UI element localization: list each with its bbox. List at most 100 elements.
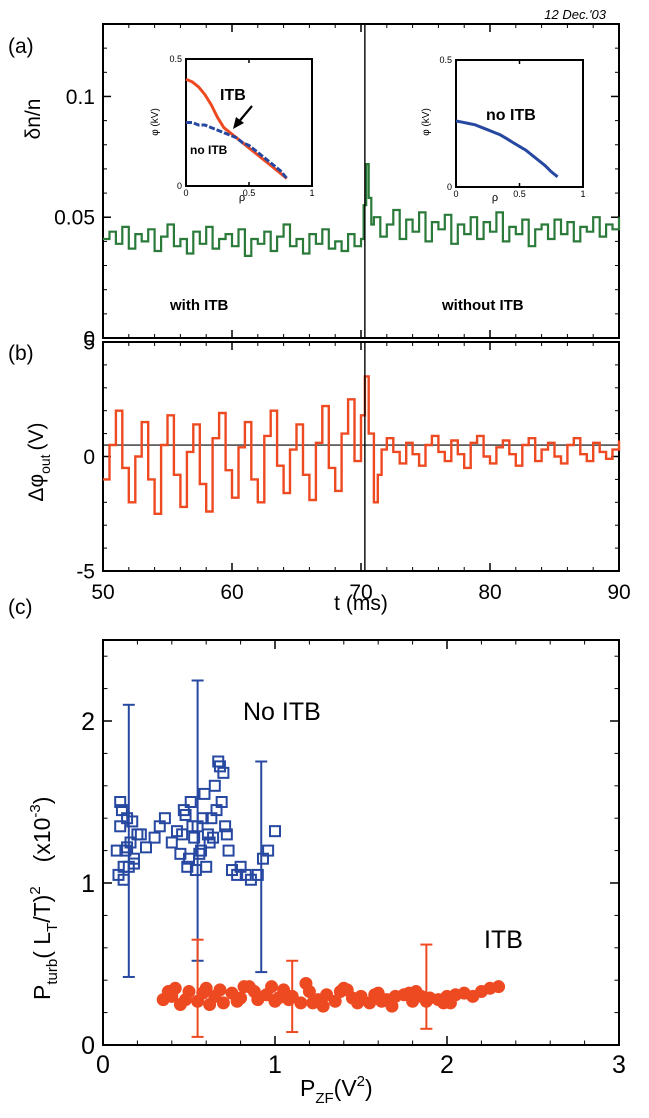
panel-b-xtick-label: 60: [220, 581, 243, 604]
panel-c-xlabel: PZF(V2): [300, 1073, 373, 1107]
inset-left: φ (kV) ρ ITB no ITB 0 0.5 1 0 0.5: [150, 54, 315, 204]
date-stamp: 12 Dec.'03: [544, 7, 607, 22]
panel-c-xtick-label: 3: [612, 1051, 626, 1079]
inset-right-ytick-label: 0: [447, 182, 452, 192]
no-itb-point: [126, 815, 139, 828]
panel-c-xlabel-close: ): [365, 1075, 373, 1101]
itb-point: [168, 981, 182, 995]
no-itb-point: [121, 841, 134, 854]
inset-right-xlabel: ρ: [492, 192, 498, 204]
itb-point: [230, 994, 244, 1008]
panel-c-xlabel-sq: 2: [357, 1073, 365, 1090]
no-itb-point: [269, 825, 281, 838]
itb-point: [179, 993, 193, 1007]
inset-left-noitb-label: no ITB: [190, 143, 228, 157]
panel-c-ytick-label: 1: [81, 870, 95, 898]
inset-left-xlabel: ρ: [239, 192, 245, 204]
panel-c-ylabel-exp: -3: [27, 804, 44, 817]
no-itb-point: [184, 796, 197, 808]
itb-point: [237, 980, 251, 994]
panel-c-ylabel-sq: 2: [27, 886, 44, 894]
panel-c-ylabel-p: P: [29, 985, 55, 1000]
panel-b-ylabel: Δφout (V): [25, 422, 53, 501]
no-itb-point: [134, 828, 147, 841]
inset-right-xtick-label: 0.5: [513, 189, 526, 199]
panel-b-ytick-label: 0: [83, 446, 95, 469]
inset-left-frame: [185, 58, 313, 187]
panel-a-ylabel: δn/n: [22, 99, 45, 140]
no-itb-point: [119, 844, 132, 857]
panel-c-xtick-label: 1: [268, 1051, 282, 1079]
no-itb-point: [195, 844, 208, 857]
panel-b-xtick-label: 50: [91, 581, 114, 604]
no-itb-point: [176, 828, 189, 841]
panel-a-series-line: [103, 163, 621, 257]
itb-point: [375, 994, 389, 1008]
panel-c-xtick-label: 2: [440, 1051, 454, 1079]
inset-right-frame: [455, 59, 584, 188]
inset-right-xtick-label: 0: [453, 189, 458, 199]
panel-b-xtick-label: 70: [349, 581, 372, 604]
panel-b-ylabel-main: Δφ: [25, 474, 48, 502]
itb-point: [385, 999, 399, 1013]
no-itb-point: [220, 828, 233, 841]
inset-right-xtick-label: 1: [580, 189, 585, 199]
inset-left-ytick-label: 0: [177, 181, 182, 191]
panel-b-xtick-label: 80: [478, 581, 501, 604]
no-itb-point: [200, 860, 213, 873]
inset-left-xtick-label: 0.5: [243, 188, 256, 198]
panel-a: δn/n with ITB without ITB 0 0.05 0.1: [22, 23, 621, 350]
itb-point: [419, 994, 433, 1008]
panel-label-b: (b): [8, 342, 34, 365]
panel-c-ylabel-scale: (x10: [29, 818, 55, 863]
inset-right-ytick-label: 0.5: [439, 55, 452, 65]
panel-a-ytick-label: 0.1: [66, 86, 95, 109]
itb-point: [203, 998, 217, 1011]
no-itb-point: [165, 836, 178, 849]
itb-point: [351, 996, 365, 1010]
itb-point: [306, 996, 320, 1010]
panel-b-ylabel-unit: (V): [25, 422, 48, 450]
no-itb-point: [219, 820, 232, 833]
with-itb-label: with ITB: [169, 297, 228, 314]
no-itb-point: [127, 857, 140, 870]
inset-right-noitb-label: no ITB: [486, 107, 536, 124]
panel-c-ytick-label: 0: [81, 1032, 95, 1060]
no-itb-point: [222, 844, 235, 857]
no-itb-point: [186, 820, 199, 833]
inset-left-ytick-label: 0.5: [169, 54, 182, 64]
itb-point: [409, 985, 423, 999]
panel-label-c: (c): [8, 596, 33, 619]
no-itb-point: [196, 812, 209, 825]
panel-c-ylabel-rest: /T): [29, 895, 55, 923]
inset-left-xtick-label: 0: [183, 188, 188, 198]
panel-c-ytick-label: 2: [81, 708, 95, 736]
panel-c-ylabel: Pturb( LT/T)2 (x10-3): [27, 797, 61, 1000]
no-itb-point: [115, 804, 128, 817]
no-itb-point: [213, 760, 226, 773]
panel-c: Pturb( LT/T)2(x10-3) PZF(V2) No ITB ITB …: [27, 639, 626, 1107]
panel-c-xlabel-unit: (V: [334, 1075, 358, 1101]
itb-point: [271, 991, 285, 1005]
itb-point: [294, 996, 308, 1010]
no-itb-point: [208, 779, 221, 792]
itb-point: [265, 980, 279, 994]
inset-right-series-no-itb: [455, 119, 559, 178]
no-itb-point: [198, 787, 211, 800]
no-itb-point: [251, 868, 264, 881]
no-itb-point: [140, 841, 152, 854]
panel-b-xlabel: t (ms): [334, 592, 388, 615]
no-itb-point: [207, 831, 220, 844]
no-itb-point: [217, 766, 230, 779]
panel-a-ytick-label: 0.05: [54, 207, 95, 230]
panel-b-ylabel-sub: out: [37, 454, 53, 474]
panel-c-ylabel-turb: turb: [44, 959, 61, 985]
itb-point: [247, 985, 261, 999]
inset-left-series-no-itb: [186, 121, 288, 180]
panel-c-xlabel-zf: ZF: [315, 1090, 333, 1107]
inset-left-xtick-label: 1: [309, 188, 314, 198]
panel-b: Δφout (V) t (ms) 50 60 70 80 90 -5 0 5: [25, 331, 631, 615]
itb-point: [492, 980, 506, 994]
no-itb-point: [193, 847, 206, 860]
